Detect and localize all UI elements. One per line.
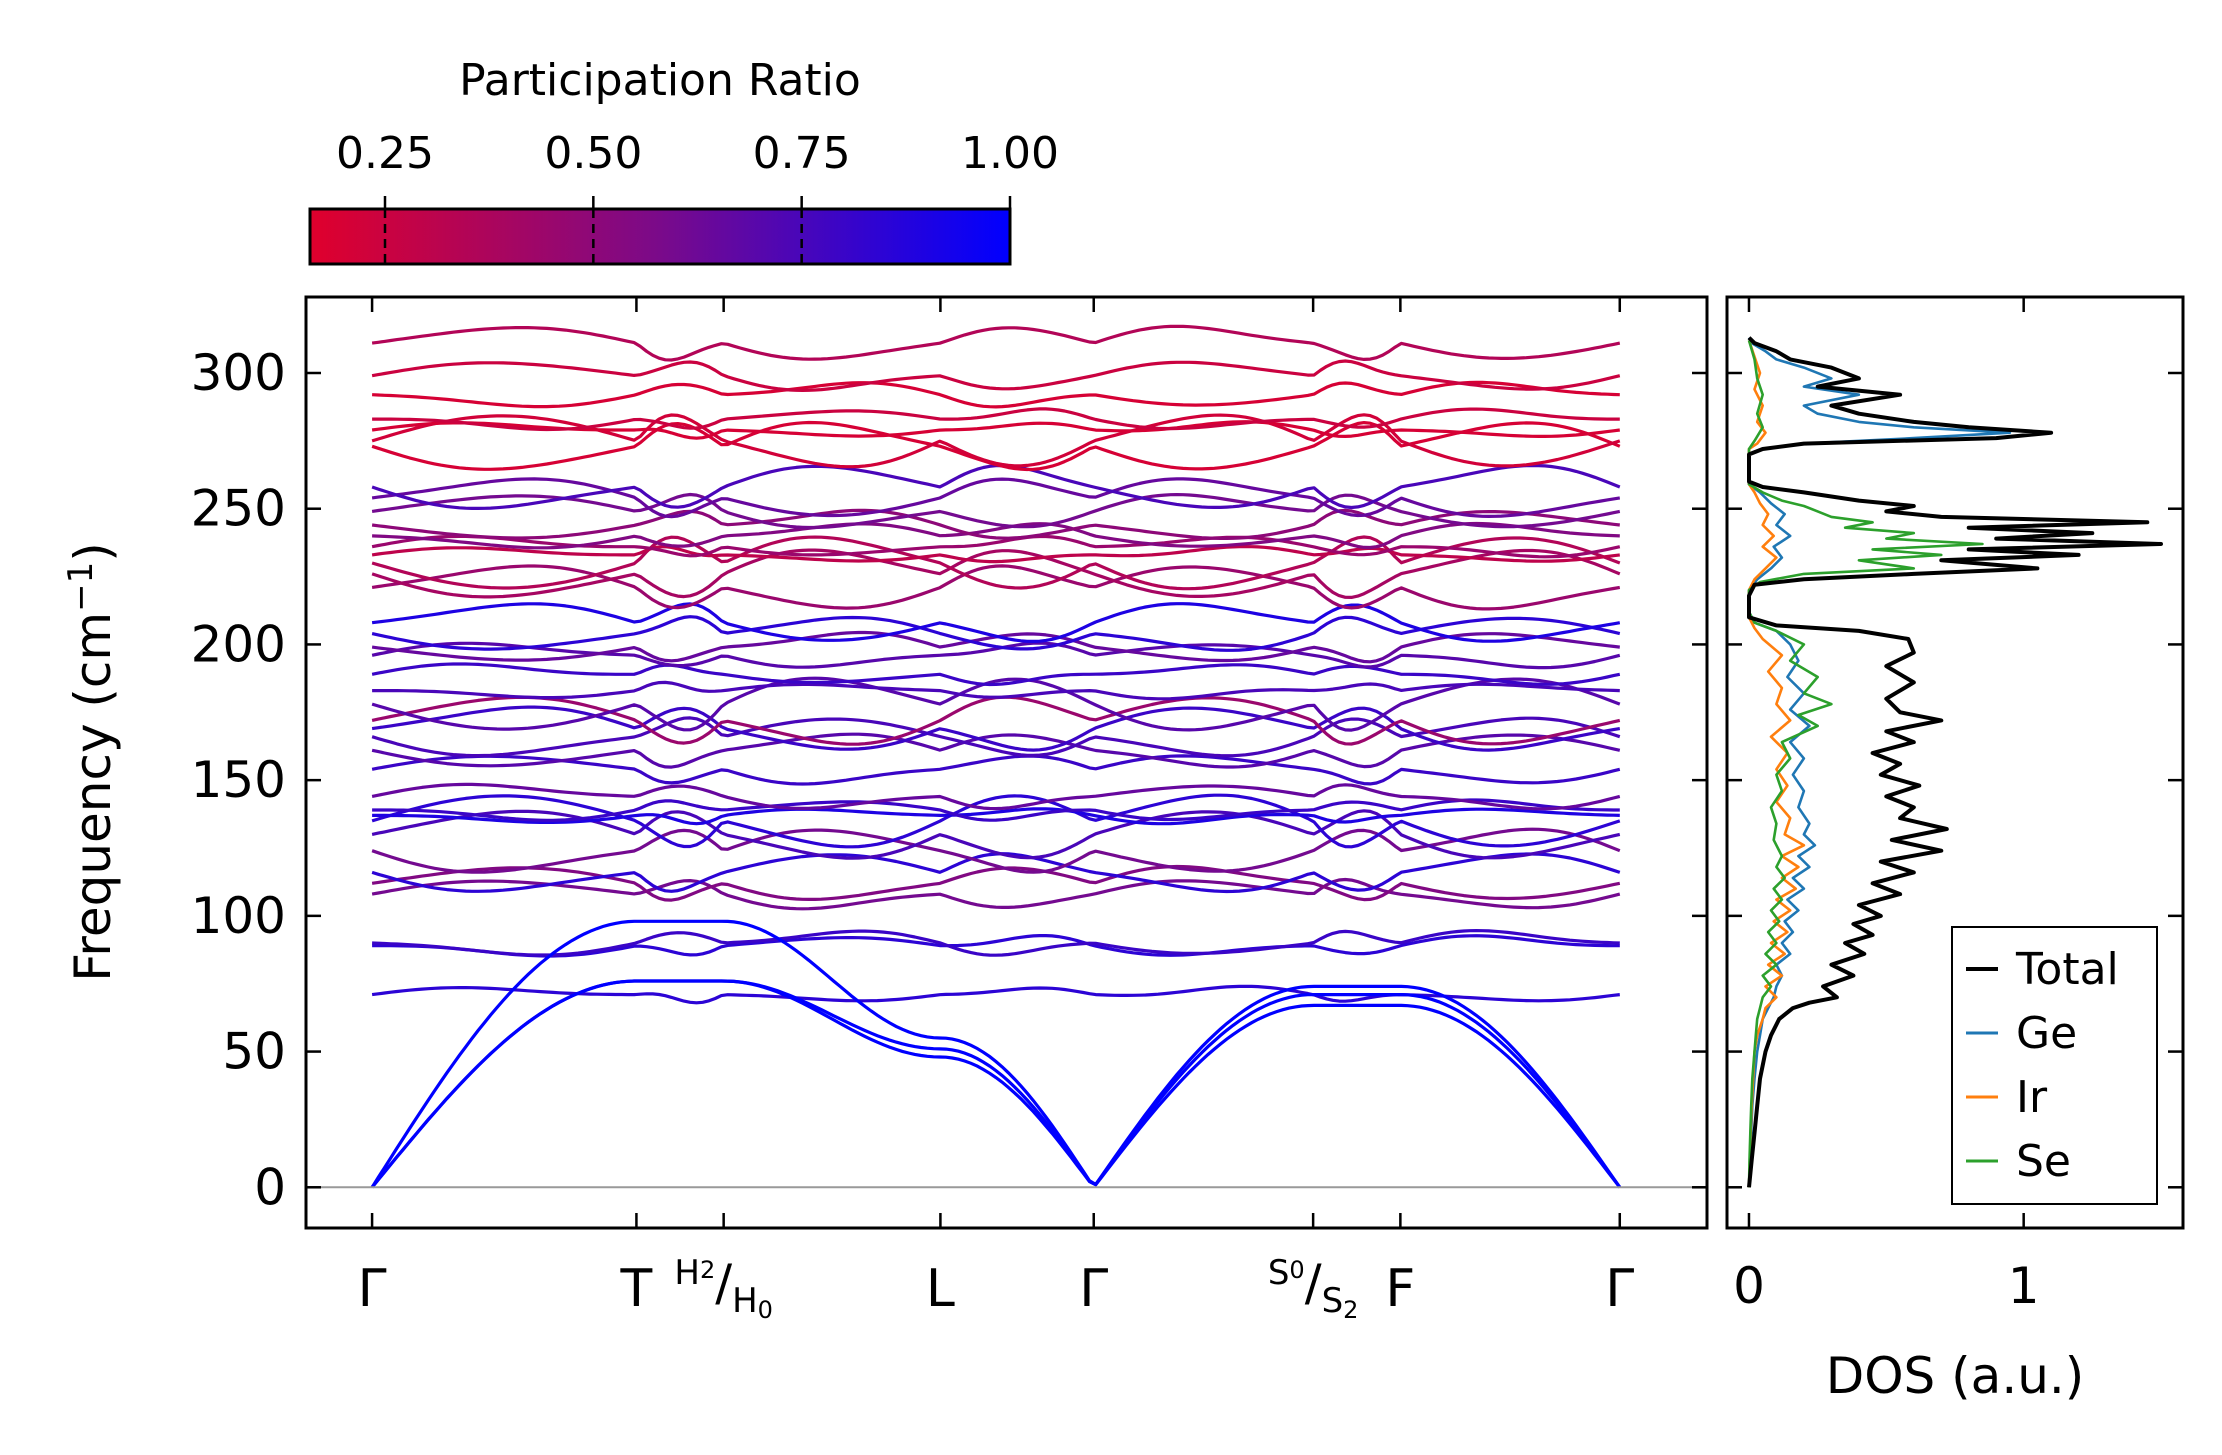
optical-band-line <box>371 492 1621 530</box>
dos-xtick-label: 1 <box>2008 1257 2040 1315</box>
optical-band-line <box>371 662 1621 687</box>
optical-band-line <box>371 564 1621 611</box>
optical-band-line <box>371 602 1621 643</box>
colorbar-ticks: 0.25 0.50 0.75 1.00 <box>336 128 1059 264</box>
kpoint-label-split: S0/S2 <box>1268 1253 1359 1324</box>
dos-line-total <box>1747 336 2163 1188</box>
dos-xtick-label: 0 <box>1733 1257 1765 1315</box>
optical-band-line <box>371 877 1621 911</box>
kpoint-label-b: H <box>732 1281 758 1321</box>
kpoint-label-a-sub: 0 <box>1289 1256 1304 1284</box>
colorbar-tick-label: 1.00 <box>961 128 1059 179</box>
optical-band-line <box>371 827 1621 874</box>
optical-band-line <box>371 676 1621 732</box>
band-y-axis-ticks: 0 50 100 150 200 250 300 <box>191 344 1707 1216</box>
optical-band-line <box>371 615 1621 652</box>
ylabel-superscript: −1 <box>61 562 101 612</box>
kpoint-label: L <box>926 1259 955 1319</box>
optical-band-line <box>371 732 1621 769</box>
dos-legend: Total Ge Ir Se <box>1951 926 2158 1205</box>
kpoint-label: T <box>620 1259 653 1319</box>
optical-band-line <box>371 793 1621 849</box>
optical-band-line <box>372 680 1620 701</box>
acoustic-band-line <box>370 919 1622 1189</box>
legend-label-ir: Ir <box>2016 1072 2048 1123</box>
optical-band-line <box>372 929 1620 957</box>
band-ytick-label: 50 <box>222 1023 286 1081</box>
optical-band-line <box>371 463 1621 510</box>
band-ytick-label: 100 <box>191 887 286 945</box>
colorbar-tick-label: 0.25 <box>336 128 434 179</box>
kpoint-label-b-sub: 0 <box>758 1296 773 1324</box>
optical-band-line <box>371 413 1621 469</box>
band-y-axis-label: Frequency (cm−1) <box>61 542 122 982</box>
kpoint-label-separator: / <box>715 1254 732 1312</box>
band-ytick-label: 300 <box>191 344 286 402</box>
legend-box <box>1951 926 2158 1205</box>
legend-label-ge: Ge <box>2016 1008 2077 1059</box>
acoustic-band-line <box>370 979 1622 1189</box>
optical-band-line <box>372 521 1620 550</box>
dos-line-se <box>1747 340 1984 1188</box>
kpoint-label-a-sub: 2 <box>700 1256 715 1284</box>
colorbar: Participation Ratio 0.25 0.50 0.75 1.00 <box>308 55 1059 266</box>
kpoint-label-a: S <box>1268 1253 1290 1293</box>
dos-plot-frame <box>1725 295 2185 1230</box>
band-ytick-label: 0 <box>254 1158 286 1216</box>
kpoint-label-b: S <box>1322 1281 1344 1321</box>
band-kpoint-ticks: Γ T H2/H0 L Γ S0/S2 F Γ <box>358 297 1634 1324</box>
dos-x-axis-label: DOS (a.u.) <box>1826 1347 2085 1405</box>
colorbar-title: Participation Ratio <box>459 55 861 106</box>
band-ytick-label: 150 <box>191 751 286 809</box>
kpoint-label: F <box>1385 1259 1415 1319</box>
optical-band-line <box>372 380 1620 409</box>
kpoint-label-a: H <box>674 1253 700 1293</box>
optical-band-line <box>371 705 1621 752</box>
band-ytick-label: 250 <box>191 480 286 538</box>
kpoint-label: Γ <box>1079 1259 1108 1319</box>
optical-band-line <box>371 864 1621 902</box>
optical-band-line <box>371 535 1621 591</box>
kpoint-label-split: H2/H0 <box>674 1253 773 1324</box>
optical-band-line <box>371 477 1621 519</box>
optical-band-line <box>371 754 1621 786</box>
acoustic-band-line <box>370 979 1622 1189</box>
band-ytick-label: 200 <box>191 615 286 673</box>
optical-band-line <box>371 359 1621 392</box>
colorbar-gradient <box>308 207 1012 266</box>
kpoint-label: Γ <box>1605 1259 1634 1319</box>
optical-band-line <box>372 807 1620 826</box>
optical-band-line <box>371 324 1621 362</box>
optical-band-line <box>371 508 1620 540</box>
optical-band-line <box>372 407 1620 432</box>
optical-band-line <box>372 798 1620 822</box>
ylabel-close: ) <box>64 542 122 562</box>
dos-lines <box>1747 336 2163 1188</box>
optical-band-line <box>372 934 1620 958</box>
colorbar-tick-label: 0.50 <box>544 128 642 179</box>
legend-label-total: Total <box>2015 944 2119 995</box>
kpoint-label-b-sub: 2 <box>1343 1296 1358 1324</box>
legend-label-se: Se <box>2016 1136 2071 1187</box>
optical-band-line <box>371 545 1621 564</box>
band-lines <box>370 324 1622 1189</box>
colorbar-tick-label: 0.75 <box>753 128 851 179</box>
ylabel-main: Frequency (cm <box>64 612 122 982</box>
band-plot-frame <box>304 295 1709 1230</box>
kpoint-label: Γ <box>358 1259 387 1319</box>
optical-band-line <box>371 641 1621 670</box>
kpoint-label-separator: / <box>1305 1254 1322 1312</box>
optical-band-line <box>371 782 1621 811</box>
optical-band-line <box>371 548 1621 599</box>
